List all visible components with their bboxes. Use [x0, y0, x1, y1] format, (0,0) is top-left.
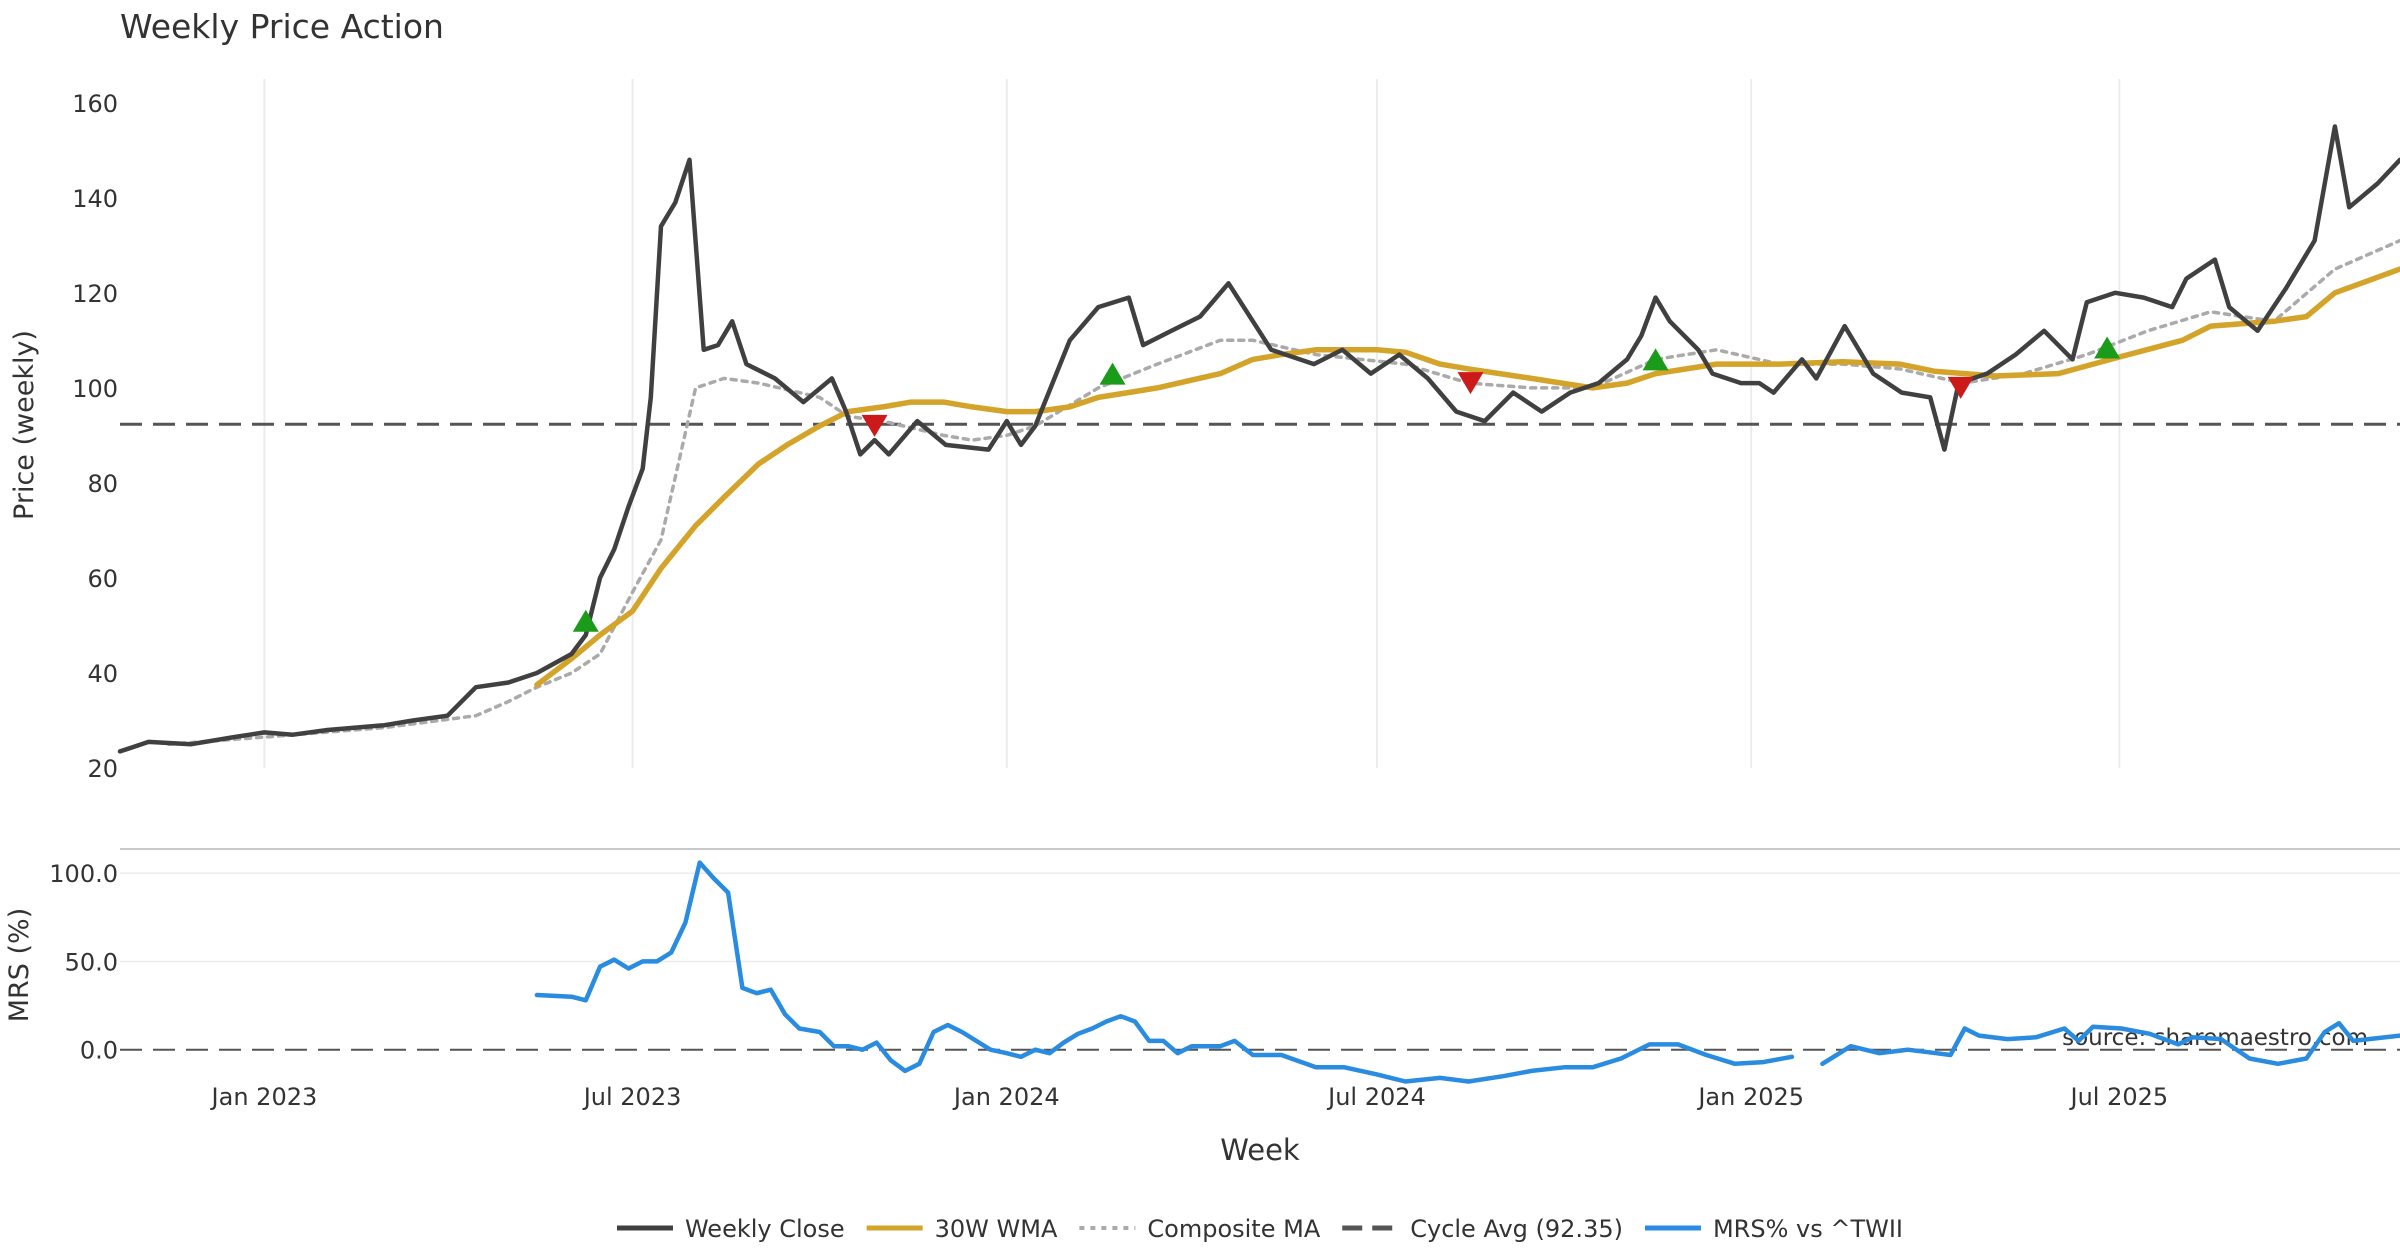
buy-signal-marker: [1642, 348, 1669, 371]
price-tick-label: 160: [72, 90, 118, 118]
x-tick-label: Jul 2024: [1326, 1083, 1426, 1111]
price-tick-label: 100: [72, 375, 118, 403]
sell-signal-marker: [1457, 372, 1484, 395]
y-axis-label-price: Price (weekly): [9, 330, 40, 520]
legend: Weekly Close 30W WMA Composite MA Cycle Avg…: [616, 1215, 1903, 1243]
x-tick-label: Jul 2023: [582, 1083, 682, 1111]
legend-label: Cycle Avg (92.35): [1410, 1215, 1623, 1243]
buy-signal-marker: [2094, 336, 2121, 359]
chart-title: Weekly Price Action: [120, 7, 444, 46]
legend-label: 30W WMA: [935, 1215, 1058, 1243]
x-tick-label: Jan 2024: [952, 1083, 1060, 1111]
x-axis-label: Week: [1220, 1133, 1300, 1167]
weekly-close-line: [117, 124, 2400, 754]
price-tick-label: 120: [72, 280, 118, 308]
price-tick-label: 80: [87, 470, 118, 498]
buy-signal-marker: [572, 609, 599, 632]
price-tick-label: 60: [87, 565, 118, 593]
buy-signal-marker: [1099, 362, 1126, 385]
mrs-line: [534, 860, 1795, 1084]
y-axis-label-mrs: MRS (%): [4, 908, 35, 1023]
mrs-line: [1820, 1020, 2400, 1067]
legend-label: Composite MA: [1147, 1215, 1320, 1243]
sell-signal-marker: [1947, 376, 1974, 399]
price-tick-label: 40: [87, 660, 118, 688]
legend-label: Weekly Close: [685, 1215, 845, 1243]
x-tick-label: Jan 2023: [210, 1083, 318, 1111]
mrs-tick-label: 50.0: [65, 948, 118, 976]
composite-ma-line: [167, 238, 2400, 746]
x-tick-label: Jul 2025: [2068, 1083, 2168, 1111]
sell-signal-marker: [861, 414, 888, 437]
mrs-tick-label: 0.0: [80, 1037, 118, 1065]
mrs-tick-label: 100.0: [49, 860, 118, 888]
wma-30w-line: [534, 266, 2400, 688]
price-tick-label: 20: [87, 755, 118, 783]
price-tick-label: 140: [72, 185, 118, 213]
x-tick-label: Jan 2025: [1696, 1083, 1804, 1111]
legend-label: MRS% vs ^TWII: [1713, 1215, 1903, 1243]
